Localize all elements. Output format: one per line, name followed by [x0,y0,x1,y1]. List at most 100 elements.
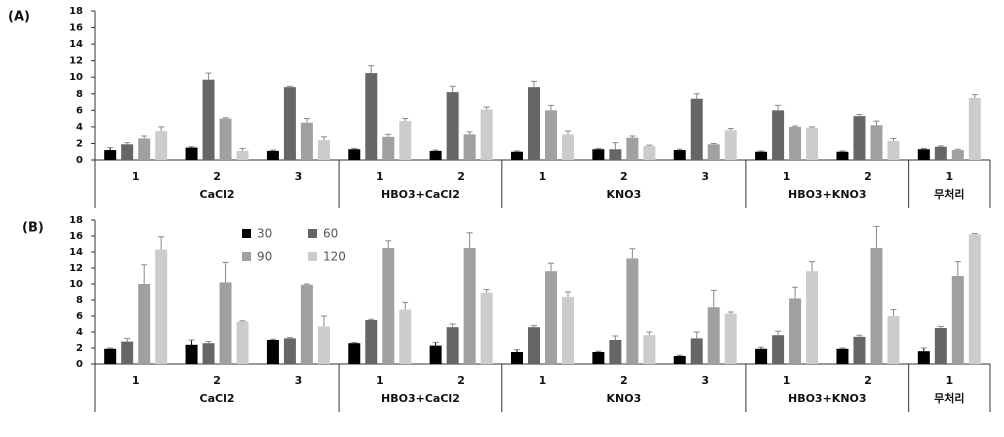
x-tick-label: 2 [213,374,221,387]
bar [609,149,622,160]
x-tick-label: 2 [457,170,465,183]
x-tick-label: 2 [457,374,465,387]
x-tick-label: 3 [701,170,709,183]
group-label: CaCl2 [200,188,235,201]
bar [772,335,785,364]
y-tick-label: 10 [69,72,83,83]
bar [429,345,442,364]
bar [562,296,574,364]
y-tick-label: 0 [76,359,83,370]
legend-swatch [308,229,317,238]
bar [789,298,802,364]
x-tick-label: 3 [701,374,709,387]
bar [283,87,296,160]
legend-label: 120 [323,250,346,264]
bar [317,326,330,364]
y-tick-label: 6 [76,311,83,322]
y-tick-label: 6 [76,105,83,116]
x-tick-label: 2 [620,170,628,183]
bar [562,134,574,160]
x-tick-label: 2 [864,374,872,387]
bar [266,150,279,160]
y-tick-label: 8 [76,295,83,306]
bar [202,79,215,160]
bar [155,249,168,364]
y-tick-label: 2 [76,138,83,149]
bar [185,344,198,364]
legend-label: 60 [323,227,338,241]
bar [463,248,476,364]
bar [219,118,232,160]
y-tick-label: 4 [76,327,83,338]
legend-swatch [308,252,317,261]
bar [429,150,442,160]
bar [724,313,737,364]
bar [707,307,720,364]
y-tick-label: 12 [69,56,83,67]
bar [643,335,656,364]
legend-label: 90 [257,250,272,264]
bar [643,145,656,160]
bar [399,121,412,160]
bar [348,343,361,364]
x-tick-label: 1 [376,170,384,183]
group-label: HBO3+KNO3 [788,392,867,405]
bar [528,327,540,364]
bar [853,116,866,160]
bar [382,248,395,364]
group-label: 무처리 [934,391,964,405]
legend-label: 30 [257,227,272,241]
panel-label: (A) [8,10,30,25]
bar [836,151,849,160]
x-tick-label: 2 [864,170,872,183]
x-tick-label: 1 [945,170,953,183]
bar [592,149,605,160]
bar [690,98,703,160]
y-tick-label: 10 [69,279,83,290]
bar [480,109,493,160]
bar [511,352,523,364]
y-tick-label: 12 [69,263,83,274]
bar [545,271,557,364]
y-tick-label: 18 [69,215,83,226]
group-label: HBO3+CaCl2 [381,188,460,201]
x-tick-label: 1 [376,374,384,387]
bar [365,320,378,364]
y-tick-label: 16 [69,231,83,242]
bar [789,126,802,160]
x-tick-label: 3 [295,374,303,387]
bar [724,130,737,160]
bar [887,316,900,364]
x-tick-label: 1 [783,374,791,387]
y-tick-label: 8 [76,89,83,100]
bar [755,348,768,364]
bar [870,125,883,160]
group-label: HBO3+CaCl2 [381,392,460,405]
y-tick-label: 0 [76,155,83,166]
bar [690,338,703,364]
bar [446,92,459,160]
bar [138,284,151,364]
bar [382,136,395,160]
bar [951,150,964,160]
bar [934,328,947,364]
group-label: HBO3+KNO3 [788,188,867,201]
bar [236,321,249,364]
group-label: KNO3 [606,188,641,201]
bar [951,276,964,364]
x-tick-label: 3 [295,170,303,183]
bar [968,234,981,364]
bar [138,138,151,160]
bar [673,356,686,364]
bar [917,351,930,364]
bar [755,151,768,160]
group-label: CaCl2 [200,392,235,405]
bar [511,151,523,160]
bar [836,348,849,364]
y-tick-label: 18 [69,6,83,17]
bar [626,258,639,364]
bar [592,352,605,364]
x-tick-label: 2 [213,170,221,183]
bar [236,150,249,160]
bar [104,348,117,364]
